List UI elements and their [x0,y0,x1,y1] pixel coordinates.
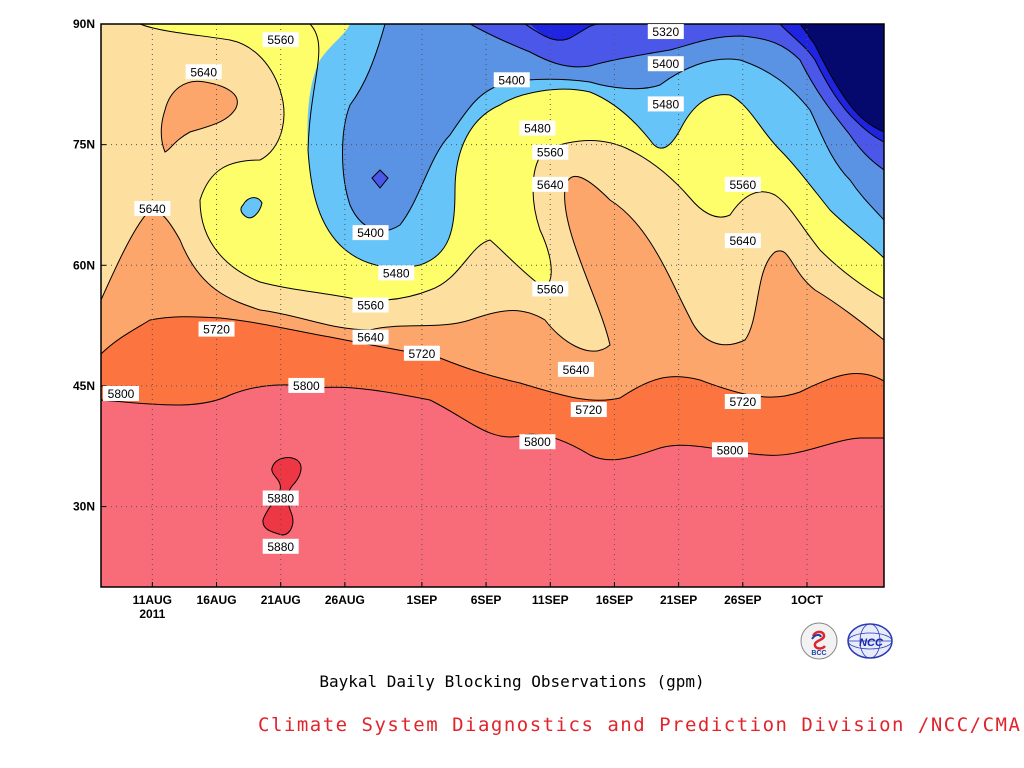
contour-label: 5720 [198,321,235,337]
x-tick-year: 2011 [139,607,165,621]
contour-label: 5400 [647,56,684,72]
y-tick-label: 90N [73,17,95,31]
x-tick-label: 1OCT [791,593,824,607]
svg-text:5480: 5480 [383,266,410,280]
bcc-logo-text: BCC [811,650,826,657]
svg-text:5800: 5800 [293,379,320,393]
svg-text:5880: 5880 [267,540,294,554]
contour-label: 5800 [711,442,748,458]
svg-text:5400: 5400 [652,57,679,71]
svg-text:5560: 5560 [267,33,294,47]
contour-fills [101,24,884,587]
chart-subtitle: Climate System Diagnostics and Predictio… [258,714,1022,736]
contour-label: 5640 [557,361,594,377]
band-5400-5480 [342,24,884,231]
svg-text:5800: 5800 [524,435,551,449]
contour-label: 5800 [288,377,325,393]
contour-label: 5560 [532,144,569,160]
y-tick-label: 60N [73,258,95,272]
bcc-logo: BCC [800,622,838,660]
low-5480-cell-west [240,197,263,219]
low-5320-cell [371,169,389,189]
svg-text:5480: 5480 [524,122,551,136]
x-tick-label: 1SEP [407,593,438,607]
y-tick-label: 75N [73,138,95,152]
x-tick-label: 26AUG [325,593,365,607]
svg-text:5560: 5560 [729,178,756,192]
contour-label: 5640 [185,64,222,80]
grid-lines [101,24,884,587]
contour-label: 5560 [532,281,569,297]
contour-label: 5640 [352,329,389,345]
y-tick-label: 30N [73,500,95,514]
ncc-logo-text: NCC [859,637,884,649]
x-tick-label: 11SEP [532,593,569,607]
svg-text:5320: 5320 [652,25,679,39]
x-tick-label: 6SEP [471,593,502,607]
svg-text:5400: 5400 [357,226,384,240]
x-tick-label: 21SEP [660,593,697,607]
y-tick-label: 45N [73,379,95,393]
svg-text:5720: 5720 [203,323,230,337]
contour-label: 5880 [262,490,299,506]
contour-label: 5720 [403,345,440,361]
ncc-logo: NCC [847,623,893,659]
contour-label: 5640 [724,233,761,249]
contour-label: 5400 [493,72,530,88]
contour-label: 5720 [724,394,761,410]
contour-label: 5320 [647,24,684,39]
chart-title: Baykal Daily Blocking Observations (gpm) [319,672,705,691]
x-tick-label: 16AUG [197,593,237,607]
svg-text:5640: 5640 [537,178,564,192]
band-below-5240 [800,24,884,132]
svg-text:5640: 5640 [563,363,590,377]
contour-label: 5560 [724,176,761,192]
svg-text:5720: 5720 [575,403,602,417]
svg-text:5480: 5480 [652,97,679,111]
contour-labels: 5560 5640 5640 5720 5800 5800 5880 5880 5400 5480… [103,24,761,554]
contour-label: 5880 [262,538,299,554]
x-tick-label: 16SEP [596,593,633,607]
svg-text:5720: 5720 [729,395,756,409]
x-tick-label: 26SEP [724,593,761,607]
svg-text:5560: 5560 [357,299,384,313]
contour-label: 5480 [647,96,684,112]
svg-text:5800: 5800 [717,443,744,457]
contour-label: 5560 [352,297,389,313]
contour-label: 5800 [103,385,139,401]
svg-text:5400: 5400 [498,73,525,87]
contour-label: 5640 [532,176,569,192]
band-5320-5400 [470,24,884,170]
svg-text:5640: 5640 [190,65,217,79]
svg-text:5640: 5640 [357,331,384,345]
y-axis: 30N 45N 60N 75N 90N [73,17,106,514]
svg-text:5800: 5800 [108,387,135,401]
svg-text:5560: 5560 [537,146,564,160]
plot-frame [100,23,885,588]
x-tick-label: 11AUG [133,593,172,607]
contour-label: 5640 [134,200,171,216]
contour-label: 5800 [519,434,556,450]
svg-text:5640: 5640 [139,202,166,216]
x-tick-label: 21AUG [261,593,301,607]
svg-text:5720: 5720 [409,347,436,361]
svg-text:5560: 5560 [537,282,564,296]
contour-label: 5480 [519,120,556,136]
svg-text:5880: 5880 [267,492,294,506]
high-5720-island-north [160,80,238,153]
contour-label: 5560 [262,32,299,48]
svg-text:5640: 5640 [729,234,756,248]
contour-label: 5720 [570,402,607,418]
contour-label: 5480 [378,265,415,281]
contour-label: 5400 [352,225,389,241]
